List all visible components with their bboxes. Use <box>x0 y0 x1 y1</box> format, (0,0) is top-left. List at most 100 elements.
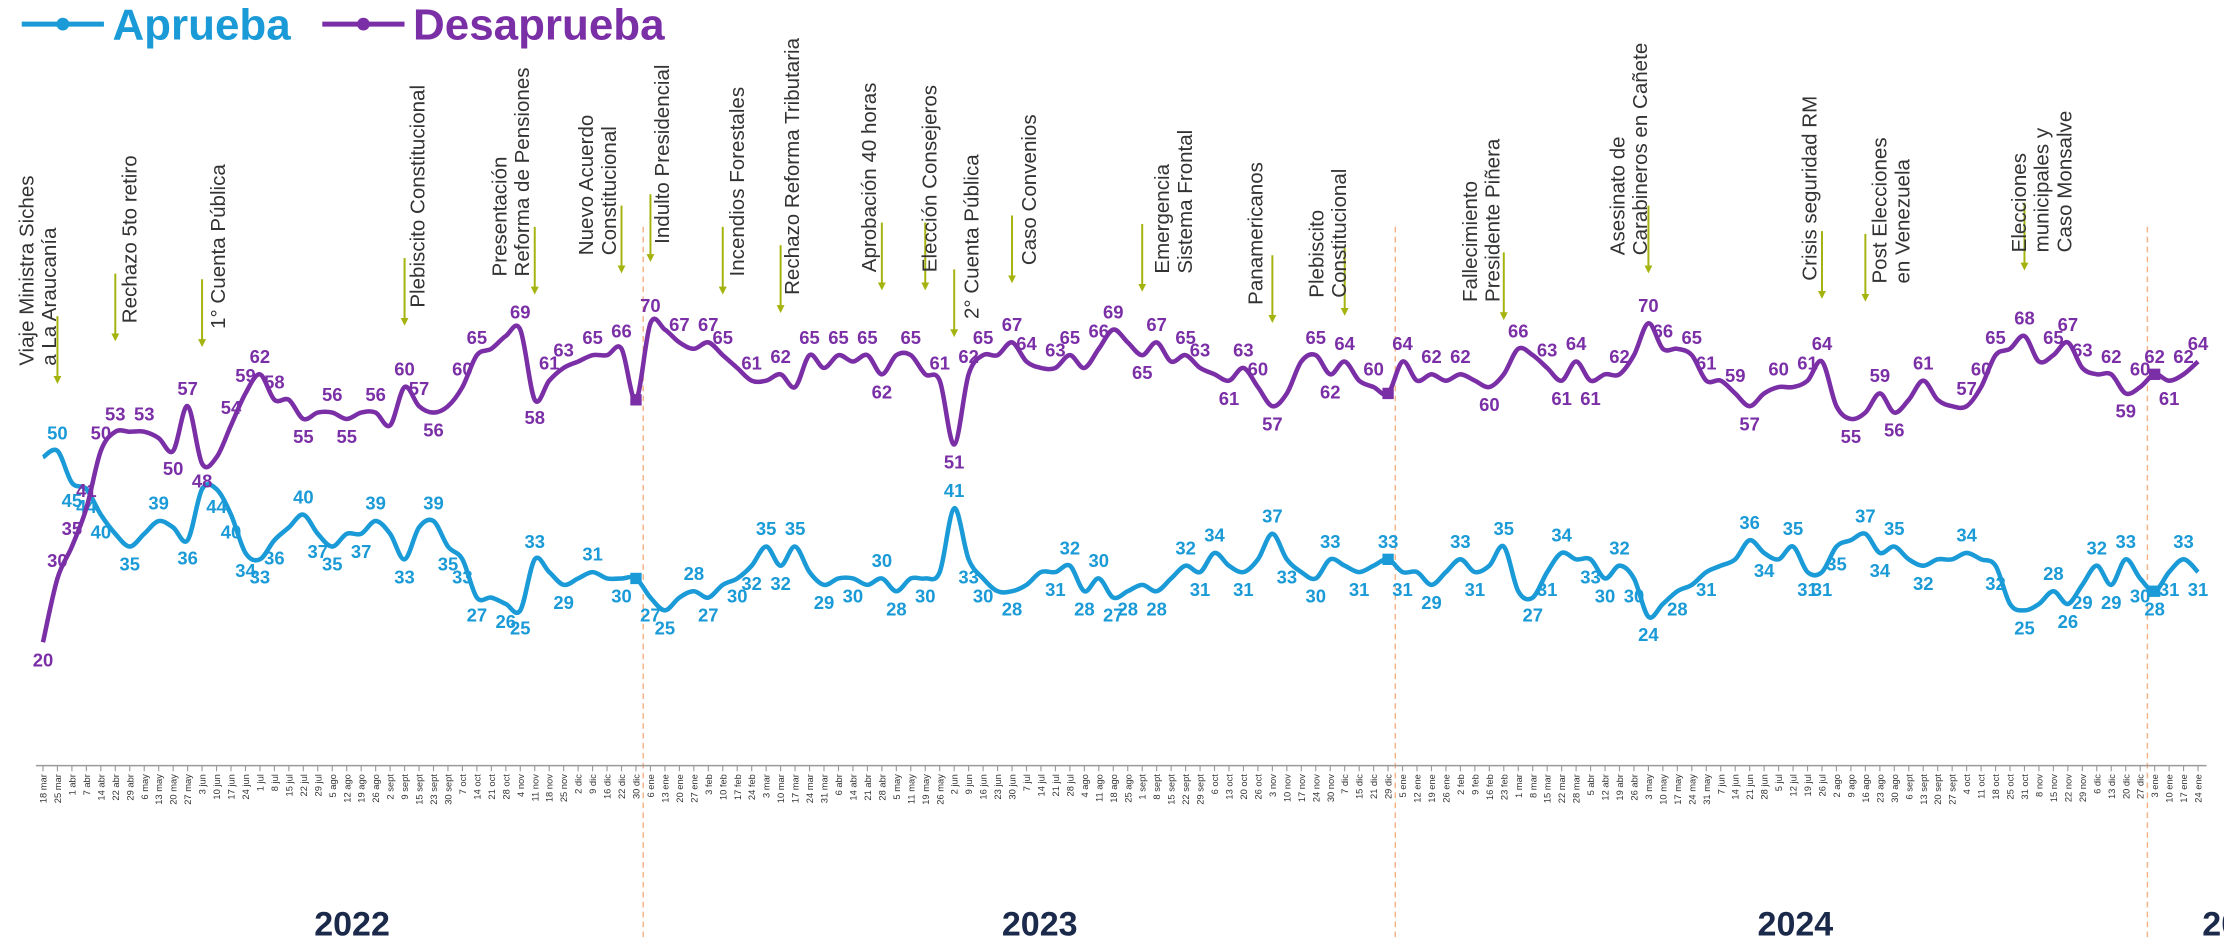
x-tick-label: 18 mar <box>39 774 49 803</box>
annotation-text: Constitucional <box>1328 169 1351 298</box>
data-label: 59 <box>1870 365 1890 386</box>
data-label: 62 <box>1421 346 1442 367</box>
x-tick-label: 26 may <box>935 774 945 805</box>
annotation-text: Presidente Piñera <box>1482 138 1505 302</box>
x-tick-label: 11 oct <box>1977 774 1987 799</box>
data-label: 30 <box>611 586 632 607</box>
x-tick-label: 12 jul <box>1789 774 1799 796</box>
year-label: 20 <box>2202 906 2224 940</box>
data-label: 60 <box>1248 359 1269 380</box>
data-label: 61 <box>1913 352 1934 373</box>
x-tick-label: 31 oct <box>2020 774 2030 800</box>
data-label: 28 <box>2144 598 2165 619</box>
data-label: 35 <box>322 554 343 575</box>
data-label: 29 <box>2101 592 2122 613</box>
data-label: 34 <box>235 560 256 581</box>
data-label: 29 <box>1421 592 1442 613</box>
x-tick-label: 3 may <box>1644 774 1654 800</box>
data-label: 28 <box>1117 598 1138 619</box>
x-tick-label: 1 jul <box>255 774 265 791</box>
x-tick-label: 18 ago <box>1109 774 1119 803</box>
data-label: 61 <box>741 352 762 373</box>
data-label: 59 <box>1725 365 1745 386</box>
data-label: 62 <box>1320 381 1341 402</box>
data-label: 29 <box>553 592 574 613</box>
x-tick-label: 19 ene <box>1427 774 1437 803</box>
data-label: 33 <box>1320 531 1341 552</box>
data-label: 33 <box>250 566 271 587</box>
data-label: 32 <box>2087 537 2108 558</box>
data-label: 31 <box>1349 579 1370 600</box>
data-label: 35 <box>756 518 777 539</box>
data-label: 33 <box>452 566 473 587</box>
x-tick-label: 21 dic <box>1369 774 1379 799</box>
annotation-text: Fallecimiento <box>1459 181 1482 302</box>
x-tick-label: 28 abr <box>877 774 887 801</box>
x-tick-label: 28 jun <box>1760 774 1770 799</box>
annotation-text: Indulto Presidencial <box>651 65 674 244</box>
data-label: 66 <box>1508 320 1528 341</box>
data-label: 29 <box>2072 592 2093 613</box>
x-tick-label: 23 ago <box>1875 774 1885 803</box>
x-tick-label: 14 jun <box>1731 774 1741 799</box>
x-tick-label: 24 nov <box>1311 774 1321 802</box>
x-tick-label: 17 feb <box>733 774 743 800</box>
data-label: 60 <box>1363 359 1384 380</box>
x-tick-label: 14 jul <box>1037 774 1047 796</box>
x-tick-label: 28 jul <box>1065 774 1075 796</box>
data-label: 41 <box>76 480 96 501</box>
x-tick-label: 30 nov <box>1326 774 1336 802</box>
data-label: 28 <box>684 563 705 584</box>
data-label: 67 <box>1146 314 1167 335</box>
data-label: 31 <box>1392 579 1413 600</box>
data-label: 27 <box>1522 605 1543 626</box>
data-label: 35 <box>62 518 82 539</box>
x-tick-label: 16 feb <box>1485 774 1495 800</box>
data-label: 65 <box>2043 327 2063 348</box>
data-label: 60 <box>2130 359 2151 380</box>
x-tick-label: 29 abr <box>125 774 135 801</box>
data-label: 40 <box>221 522 242 543</box>
data-label: 30 <box>2130 586 2151 607</box>
x-tick-label: 7 jun <box>1716 774 1726 794</box>
x-tick-label: 26 ago <box>371 774 381 803</box>
data-label: 50 <box>163 458 184 479</box>
year-label: 2024 <box>1758 906 1834 940</box>
data-label: 66 <box>611 320 632 341</box>
data-label: 61 <box>1580 388 1600 409</box>
x-tick-label: 24 jun <box>241 774 251 799</box>
legend-label: Desaprueba <box>413 1 665 50</box>
series-marker <box>1382 553 1394 565</box>
x-tick-label: 4 nov <box>516 774 526 797</box>
data-label: 61 <box>929 352 950 373</box>
data-label: 31 <box>1797 579 1817 600</box>
annotation-text: Elecciones <box>2008 153 2031 252</box>
x-tick-label: 25 oct <box>2006 774 2016 800</box>
data-label: 30 <box>843 586 864 607</box>
data-label: 33 <box>1378 531 1399 552</box>
data-label: 34 <box>1956 525 1977 546</box>
x-tick-label: 30 sept <box>444 774 454 805</box>
data-label: 34 <box>1551 525 1572 546</box>
data-label: 55 <box>293 426 314 447</box>
x-tick-label: 8 mar <box>1528 774 1538 798</box>
data-label: 50 <box>47 423 68 444</box>
x-tick-label: 1 abr <box>67 774 77 795</box>
data-label: 67 <box>669 314 690 335</box>
x-tick-label: 16 jun <box>979 774 989 799</box>
data-label: 27 <box>1103 605 1124 626</box>
data-label: 36 <box>177 547 198 568</box>
x-tick-label: 26 ene <box>1441 774 1451 803</box>
annotation-text: Nuevo Acuerdo <box>575 115 598 255</box>
data-label: 44 <box>206 496 227 517</box>
x-tick-label: 29 dic <box>1384 774 1394 799</box>
annotation-text: Caso Convenios <box>1018 114 1041 265</box>
x-tick-label: 28 oct <box>501 774 511 800</box>
x-tick-label: 14 abr <box>848 774 858 801</box>
annotation-text: 1° Cuenta Pública <box>207 164 230 329</box>
data-label: 36 <box>1739 512 1760 533</box>
data-label: 57 <box>177 378 198 399</box>
data-label: 35 <box>1884 518 1904 539</box>
data-label: 28 <box>1002 598 1023 619</box>
x-tick-label: 31 mar <box>820 774 830 803</box>
